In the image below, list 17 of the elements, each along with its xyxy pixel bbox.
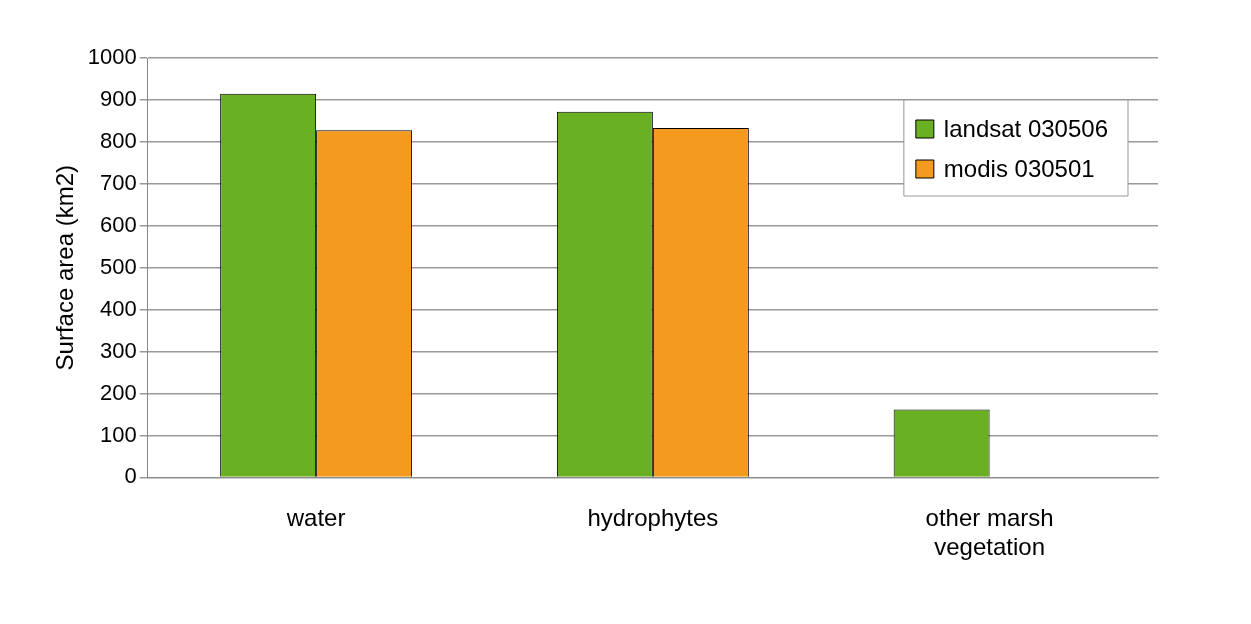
y-tick-label: 0	[124, 463, 137, 489]
legend-label: landsat 030506	[943, 114, 1109, 142]
y-tick-label: 200	[100, 379, 137, 405]
y-tick-label: 1000	[87, 44, 137, 70]
y-tick-label: 600	[100, 211, 137, 237]
x-tick-label: hydrophytes	[587, 504, 719, 532]
y-tick-label: 900	[100, 86, 137, 111]
y-tick-label: 300	[100, 337, 137, 363]
y-tick-label: 500	[100, 253, 137, 279]
legend-label: modis 030501	[943, 154, 1095, 182]
y-axis-title: Surface area (km2)	[51, 165, 79, 371]
x-tick-label: water	[285, 504, 346, 532]
x-tick-label: other marsh vegetation	[925, 504, 1054, 561]
y-tick-label: 800	[100, 127, 137, 153]
y-tick-label: 100	[100, 421, 137, 447]
y-tick-label: 700	[100, 169, 137, 195]
y-tick-label: 400	[100, 295, 137, 321]
